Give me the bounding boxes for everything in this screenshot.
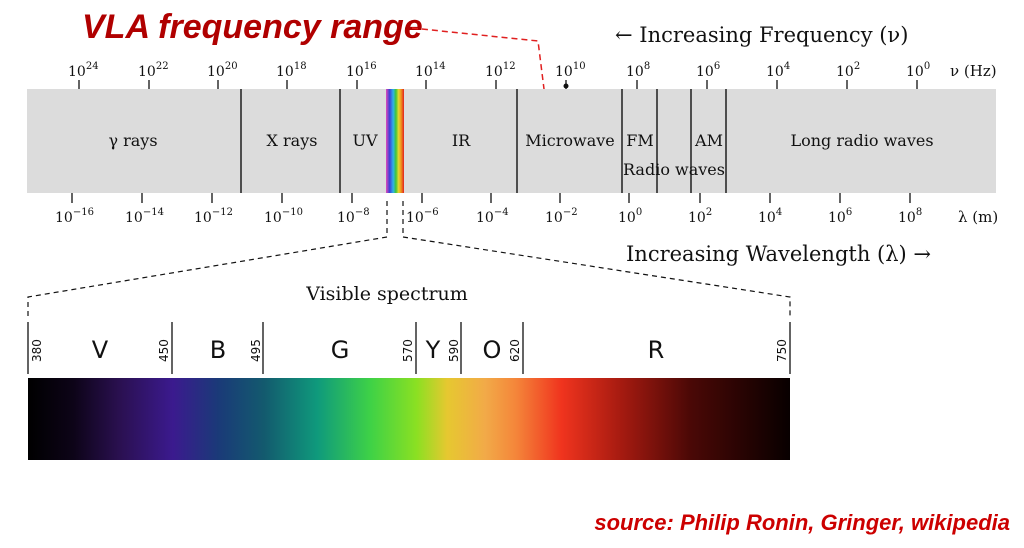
wl-tick-m8: 10−8	[337, 207, 370, 226]
freq-tick-20: 1020	[207, 61, 238, 80]
vla-title: VLA frequency range	[82, 8, 423, 46]
band-radio: Radio waves	[623, 160, 725, 179]
wl-tick-m14: 10−14	[125, 207, 164, 226]
wl-tick-m12: 10−12	[194, 207, 233, 226]
vla-leader-line	[411, 27, 546, 98]
color-o: O	[483, 336, 502, 364]
nm-570: 570	[401, 339, 415, 362]
wavelength-unit: λ (m)	[958, 208, 998, 226]
visible-title: Visible spectrum	[305, 283, 468, 305]
color-v: V	[92, 336, 109, 364]
wavelength-tick-marks	[71, 193, 911, 203]
color-b: B	[210, 336, 226, 364]
freq-tick-10: 1010	[555, 61, 586, 80]
nm-590: 590	[447, 339, 461, 362]
source-credit: source: Philip Ronin, Gringer, wikipedia	[594, 510, 1010, 535]
wl-tick-m6: 10−6	[406, 207, 439, 226]
wavelength-ticks: 10−16 10−14 10−12 10−10 10−8 10−6 10−4 1…	[55, 207, 922, 226]
wl-tick-0: 100	[618, 207, 642, 226]
band-am: AM	[694, 131, 723, 150]
freq-tick-8: 108	[626, 61, 650, 80]
band-gamma: γ rays	[108, 131, 157, 150]
band-dividers	[240, 89, 727, 193]
nm-495: 495	[249, 339, 263, 362]
band-labels: γ rays X rays UV IR Microwave FM AM Radi…	[108, 131, 933, 179]
band-xray: X rays	[267, 131, 318, 150]
band-long-radio: Long radio waves	[790, 131, 933, 150]
band-uv: UV	[352, 131, 377, 150]
nm-620: 620	[508, 339, 522, 362]
spectrum-band	[27, 89, 996, 193]
freq-tick-18: 1018	[276, 61, 307, 80]
band-fm: FM	[626, 131, 653, 150]
freq-tick-6: 106	[696, 61, 720, 80]
band-ir: IR	[452, 131, 471, 150]
wl-tick-8: 108	[898, 207, 922, 226]
vla-marker-dot	[563, 83, 569, 89]
nm-450: 450	[157, 339, 171, 362]
freq-tick-2: 102	[836, 61, 860, 80]
freq-tick-16: 1016	[346, 61, 377, 80]
visible-spectrum-bar	[28, 378, 790, 460]
wl-tick-m4: 10−4	[476, 207, 509, 226]
visible-tick-marks	[27, 322, 791, 374]
wl-tick-2: 102	[688, 207, 712, 226]
freq-tick-22: 1022	[138, 61, 169, 80]
color-g: G	[331, 336, 350, 364]
wavelength-axis-label: Increasing Wavelength (λ) →	[626, 242, 931, 266]
zoom-lines	[27, 201, 791, 318]
visible-strip	[386, 89, 404, 193]
wl-tick-4: 104	[758, 207, 782, 226]
color-y: Y	[425, 336, 441, 364]
wl-tick-m16: 10−16	[55, 207, 94, 226]
nm-750: 750	[775, 339, 789, 362]
visible-color-letters: V B G Y O R	[92, 336, 665, 364]
freq-tick-24: 1024	[68, 61, 99, 80]
frequency-ticks: 1024 1022 1020 1018 1016 1014 1012 1010 …	[68, 61, 930, 80]
frequency-axis-label: ← Increasing Frequency (ν)	[615, 23, 908, 47]
wl-tick-6: 106	[828, 207, 852, 226]
freq-tick-0: 100	[906, 61, 930, 80]
freq-tick-12: 1012	[485, 61, 516, 80]
color-r: R	[648, 336, 665, 364]
freq-tick-4: 104	[766, 61, 790, 80]
nm-380: 380	[30, 339, 44, 362]
frequency-tick-marks	[78, 80, 918, 89]
wl-tick-m10: 10−10	[264, 207, 303, 226]
band-microwave: Microwave	[525, 131, 614, 150]
frequency-unit: ν (Hz)	[950, 62, 997, 80]
visible-nm-labels: 380 450 495 570 590 620 750	[30, 339, 789, 362]
freq-tick-14: 1014	[415, 61, 446, 80]
wl-tick-m2: 10−2	[545, 207, 578, 226]
